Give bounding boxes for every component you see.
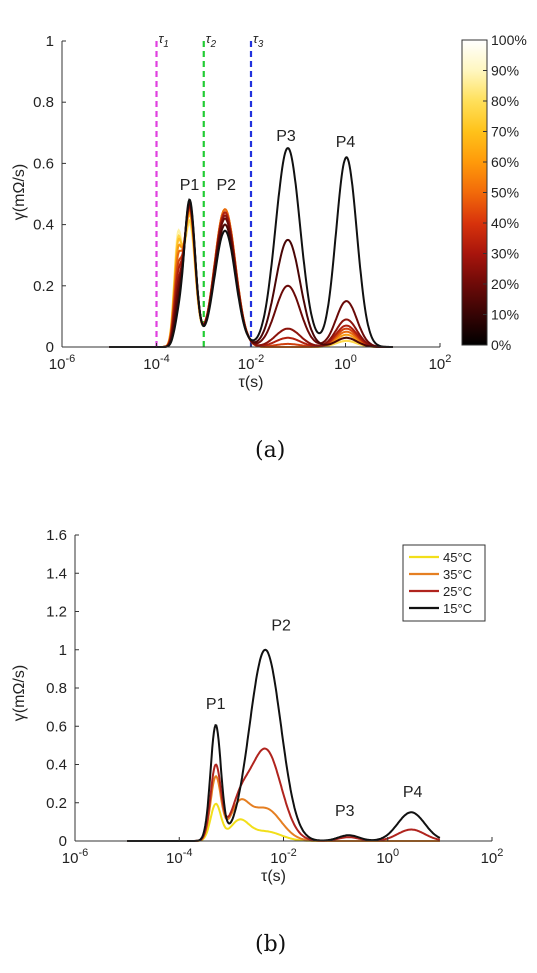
- peak-label-p2: P2: [271, 617, 291, 634]
- peak-labels: P1 P2 P3 P4: [180, 128, 356, 194]
- series-curves: [127, 648, 441, 842]
- colorbar-tick-label: 10%: [491, 307, 519, 323]
- y-tick-label: 1.2: [46, 604, 67, 621]
- x-tick-label: 102: [481, 847, 504, 867]
- series-line-35c: [127, 775, 440, 842]
- tau-label-3: τ3: [253, 31, 264, 50]
- x-tick-label: 10-4: [143, 353, 169, 373]
- series-line-25c: [127, 747, 441, 842]
- colorbar-tick-label: 20%: [491, 276, 519, 292]
- peak-labels: P1 P2 P3 P4: [206, 617, 423, 820]
- reference-lines: τ1 τ2 τ3: [155, 31, 264, 347]
- legend-label: 25°C: [443, 584, 472, 599]
- chart-a: τ1 τ2 τ3 0 0.2 0.4 0.6 0.8 1 10-6 10-4 10-2 100 102 τ…: [11, 31, 527, 391]
- y-tick-label: 0.2: [33, 278, 54, 295]
- colorbar-tick-label: 30%: [491, 246, 519, 262]
- peak-label-p3: P3: [276, 128, 296, 145]
- y-tick-label: 0.8: [33, 94, 54, 111]
- colorbar-tick-label: 80%: [491, 93, 519, 109]
- legend-label: 35°C: [443, 567, 472, 582]
- colorbar-bar: [461, 39, 488, 346]
- series-line-15c: [127, 648, 441, 842]
- y-tick-label: 0: [59, 833, 67, 850]
- y-tick-label: 0.8: [46, 680, 67, 697]
- y-tick-label: 1.4: [46, 565, 67, 582]
- colorbar-tick-label: 60%: [491, 154, 519, 170]
- colorbar-tick-label: 70%: [491, 124, 519, 140]
- x-axis-label: τ(s): [239, 374, 264, 391]
- y-tick-label: 0.4: [46, 757, 67, 774]
- chart-b: 0 0.2 0.4 0.6 0.8 1 1.2 1.4 1.6 10-6 10-4 10-2 100 10…: [11, 527, 503, 885]
- colorbar-tick-label: 100%: [491, 32, 527, 48]
- y-axis-label: γ(mΩ/s): [11, 665, 28, 721]
- colorbar-tick-label: 0%: [491, 337, 511, 353]
- y-tick-label: 0.2: [46, 795, 67, 812]
- legend-label: 15°C: [443, 601, 472, 616]
- x-tick-label: 100: [376, 847, 399, 867]
- y-tick-label: 0.6: [46, 718, 67, 735]
- x-tick-label: 10-6: [49, 353, 75, 373]
- x-tick-label: 10-4: [166, 847, 192, 867]
- y-tick-label: 1: [59, 642, 67, 659]
- y-tick-label: 0: [46, 339, 54, 356]
- series-curves: [109, 147, 393, 348]
- tau-label-2: τ2: [206, 31, 217, 50]
- x-tick-label: 100: [334, 353, 357, 373]
- x-tick-label: 102: [429, 353, 452, 373]
- x-tick-label: 10-2: [270, 847, 296, 867]
- peak-label-p3: P3: [335, 803, 355, 820]
- peak-label-p2: P2: [217, 177, 237, 194]
- peak-label-p1: P1: [180, 177, 200, 194]
- tau-label-1: τ1: [159, 31, 169, 50]
- y-tick-label: 0.4: [33, 217, 54, 234]
- x-tick-label: 10-6: [62, 847, 88, 867]
- axes: 0 0.2 0.4 0.6 0.8 1 10-6 10-4 10-2 100 102 τ(s) γ(mΩ…: [11, 33, 451, 391]
- series-line-11: [109, 147, 393, 348]
- x-axis-label: τ(s): [261, 868, 286, 885]
- peak-label-p1: P1: [206, 696, 226, 713]
- y-tick-label: 1: [46, 33, 54, 50]
- caption-b: (b): [255, 932, 287, 957]
- legend: 45°C 35°C 25°C 15°C: [402, 544, 486, 622]
- colorbar-tick-label: 90%: [491, 63, 519, 79]
- colorbar-tick-label: 40%: [491, 215, 519, 231]
- legend-label: 45°C: [443, 550, 472, 565]
- y-tick-label: 1.6: [46, 527, 67, 544]
- peak-label-p4: P4: [336, 134, 356, 151]
- peak-label-p4: P4: [403, 784, 423, 801]
- caption-a: (a): [255, 438, 286, 463]
- x-tick-label: 10-2: [238, 353, 264, 373]
- colorbar: 100% 90% 80% 70% 60% 50% 40% 30% 20% 10% 0%: [461, 32, 527, 353]
- colorbar-tick-label: 50%: [491, 185, 519, 201]
- y-axis-label: γ(mΩ/s): [11, 164, 28, 220]
- y-tick-label: 0.6: [33, 155, 54, 172]
